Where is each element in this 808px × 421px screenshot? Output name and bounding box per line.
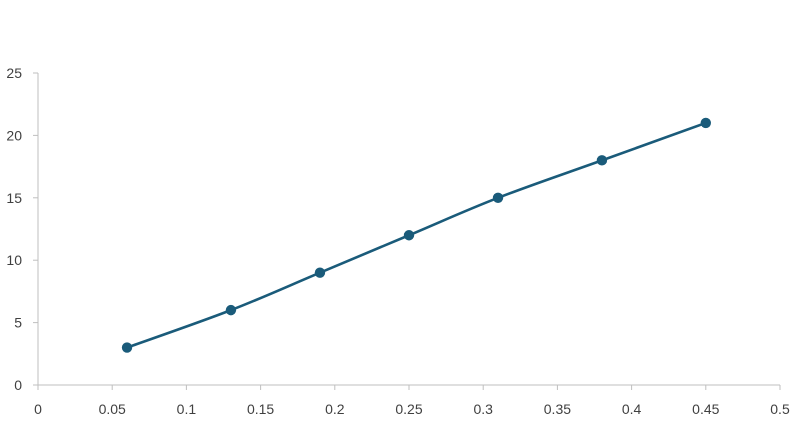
- data-point: [700, 117, 711, 129]
- tick-labels: 0 5 10 15 20 25 0 0.05 0.1 0.15 0.2 0.25 0.3 0.35 0.4 0…: [6, 65, 790, 417]
- x-tick-label: 0.4: [622, 401, 642, 417]
- data-point: [314, 267, 326, 278]
- x-tick-label: 0.2: [325, 401, 345, 417]
- y-tick-label: 10: [6, 252, 22, 268]
- y-tick-label: 0: [14, 377, 22, 393]
- data-point: [596, 155, 608, 166]
- data-point: [225, 304, 237, 316]
- y-tick-label: 15: [6, 190, 22, 206]
- x-tick-label: 0.1: [177, 401, 197, 417]
- y-tick-label: 25: [6, 65, 22, 81]
- y-tick-label: 5: [14, 315, 22, 331]
- data-point: [492, 192, 504, 203]
- x-tick-label: 0.15: [247, 401, 274, 417]
- x-tick-label: 0.35: [544, 401, 571, 417]
- x-tick-label: 0.45: [692, 401, 719, 417]
- series: [121, 117, 711, 353]
- data-point: [403, 230, 415, 241]
- x-tick-label: 0.25: [395, 401, 422, 417]
- x-tick-label: 0: [34, 401, 42, 417]
- x-tick-label: 0.5: [770, 401, 790, 417]
- y-tick-label: 20: [6, 127, 22, 143]
- x-tick-label: 0.05: [99, 401, 126, 417]
- x-tick-label: 0.3: [473, 401, 493, 417]
- data-point: [121, 342, 133, 353]
- axes: [33, 72, 781, 390]
- series-line: [125, 121, 708, 349]
